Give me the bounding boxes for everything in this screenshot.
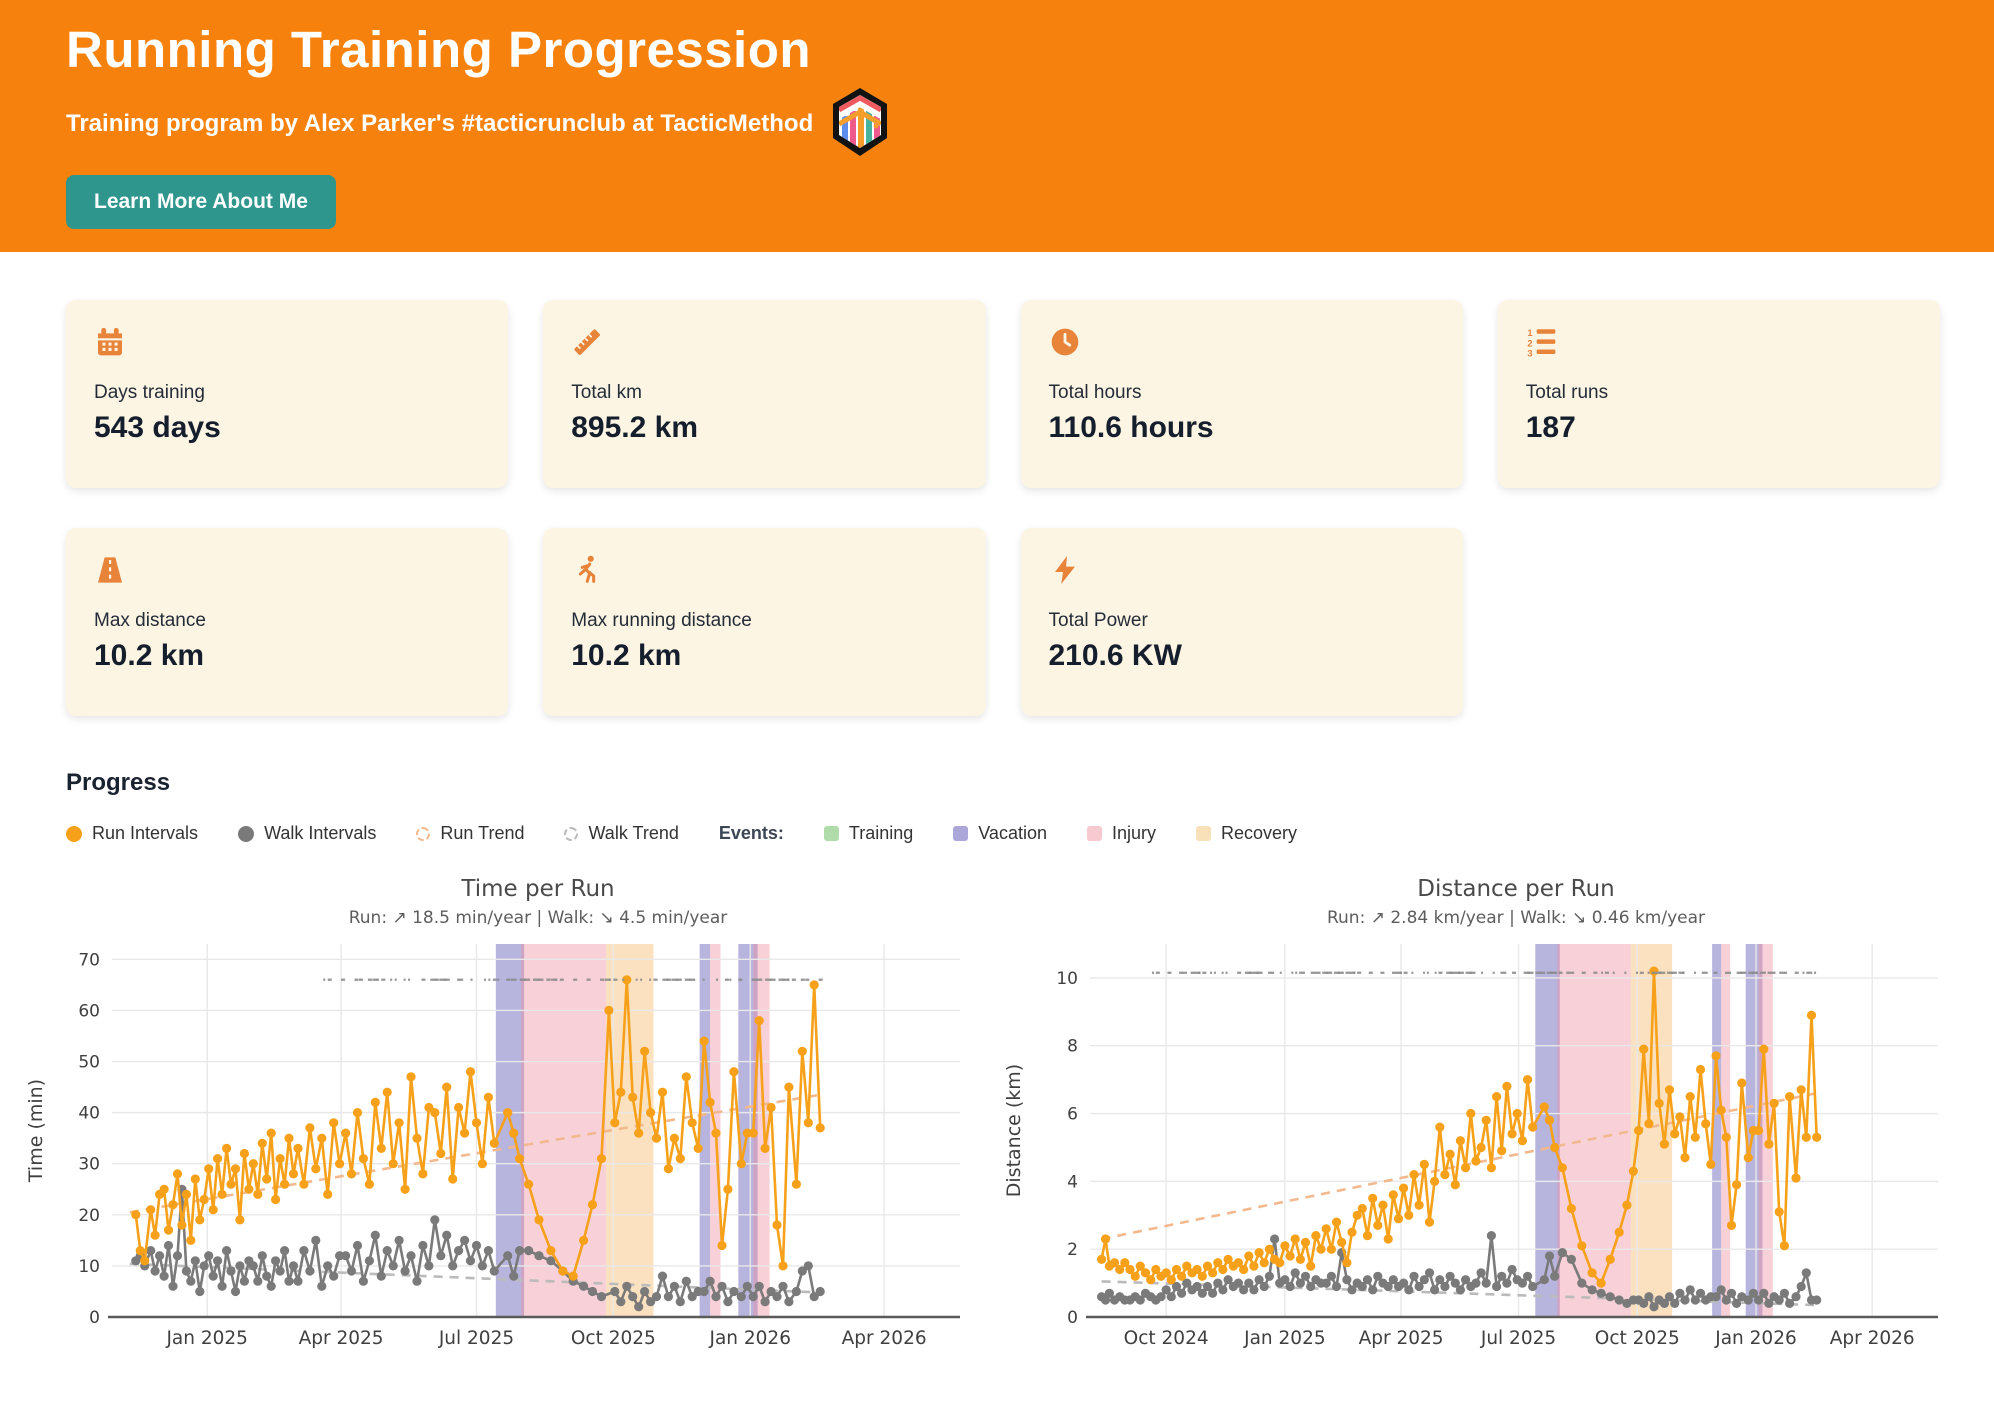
time-per-run-chart: Time per Run Run: ↗ 18.5 min/year | Walk… [16,876,976,1372]
stat-label: Days training [94,382,205,403]
stat-label: Max running distance [571,610,752,631]
stat-card-days-training: Days training 543 days [66,300,509,488]
chart-subtitle: Run: ↗ 18.5 min/year | Walk: ↘ 4.5 min/y… [348,908,728,928]
svg-text:Apr 2025: Apr 2025 [299,1328,384,1349]
svg-text:1: 1 [1527,328,1532,338]
stat-value: 10.2 km [94,639,205,672]
training-swatch-icon [823,826,839,841]
calendar-icon [94,326,480,358]
chart-subtitle: Run: ↗ 2.84 km/year | Walk: ↘ 0.46 km/ye… [1326,908,1706,928]
stat-card-total-power: Total Power 210.6 KW [1020,528,1463,716]
clock-icon [1049,326,1435,358]
progress-heading: Progress [66,769,171,796]
ruler-icon [571,326,957,358]
runner-icon [571,554,957,586]
stat-value: 187 [1525,411,1576,444]
stat-card-total-km: Total km 895.2 km [543,300,986,488]
stat-card-max-distance: Max distance 10.2 km [66,528,509,716]
legend-run-trend[interactable]: Run Trend [416,823,524,844]
run-trend-swatch-icon [416,826,431,841]
svg-text:Jan 2026: Jan 2026 [708,1328,790,1349]
svg-text:60: 60 [78,1001,100,1021]
svg-text:70: 70 [78,950,100,970]
svg-text:Oct 2025: Oct 2025 [1595,1328,1680,1349]
svg-text:Apr 2026: Apr 2026 [1830,1328,1915,1349]
stat-label: Total runs [1525,382,1609,403]
svg-text:Time (min): Time (min) [25,1079,47,1183]
svg-text:10: 10 [78,1257,100,1277]
walk-intervals-swatch-icon [238,825,255,842]
page-title: Running Training Progression [66,21,812,78]
svg-text:2: 2 [1527,338,1532,348]
stat-label: Total km [571,382,642,403]
injury-swatch-icon [1086,826,1102,841]
recovery-swatch-icon [1196,826,1211,841]
stat-label: Total Power [1048,610,1148,631]
distance-per-run-plot[interactable]: 0 2 4 6 8 10 Oct 2024 Jan 2025 Apr 2025 Jul 2025 O… [994,932,1954,1372]
stat-card-max-running-distance: Max running distance 10.2 km [543,528,986,716]
stats-grid: Days training 543 days Total km 895.2 km… [66,300,1940,716]
bolt-icon [1049,554,1435,586]
legend-vacation[interactable]: Vacation [953,823,1047,844]
svg-text:Jan 2025: Jan 2025 [1243,1328,1325,1349]
chart-legend: Run Intervals Walk Intervals Run Trend W… [66,823,1994,844]
svg-text:40: 40 [78,1104,100,1124]
svg-text:0: 0 [89,1308,100,1328]
stat-value: 10.2 km [571,639,682,672]
run-intervals-swatch-icon [66,825,82,842]
chart-title: Time per Run [461,876,615,902]
legend-walk-trend[interactable]: Walk Trend [564,823,679,844]
stat-label: Total hours [1048,382,1142,403]
stat-value: 543 days [94,411,221,444]
legend-recovery[interactable]: Recovery [1196,823,1297,844]
stat-value: 895.2 km [571,411,699,444]
page-subtitle: Training program by Alex Parker's #tacti… [66,110,814,137]
svg-text:Jan 2025: Jan 2025 [165,1328,247,1349]
events-label: Events: [718,823,784,843]
svg-text:4: 4 [1067,1172,1078,1192]
time-per-run-plot[interactable]: 0 10 20 30 40 50 60 70 Jan 2025 Apr 2025 Jul 2025 O… [16,932,976,1372]
numbered-list-icon: 1 2 3 [1526,326,1912,358]
page-header: Running Training Progression Training pr… [0,0,1994,252]
stat-value: 110.6 hours [1048,411,1214,444]
svg-text:Oct 2025: Oct 2025 [571,1328,656,1349]
vacation-swatch-icon [953,826,969,841]
svg-text:Apr 2025: Apr 2025 [1359,1328,1444,1349]
stat-card-total-runs: 1 2 3 Total runs 187 [1497,300,1940,488]
svg-text:2: 2 [1067,1240,1078,1260]
svg-text:Jul 2025: Jul 2025 [438,1328,514,1349]
road-icon [94,554,480,586]
learn-more-button[interactable]: Learn More About Me [66,175,336,229]
legend-training[interactable]: Training [823,823,913,844]
legend-injury[interactable]: Injury [1086,823,1156,844]
stat-value: 210.6 KW [1048,639,1182,672]
svg-text:Jan 2026: Jan 2026 [1714,1328,1796,1349]
svg-text:Jul 2025: Jul 2025 [1480,1328,1556,1349]
svg-text:Distance (km): Distance (km) [1003,1064,1025,1197]
svg-text:30: 30 [78,1155,100,1175]
svg-text:6: 6 [1067,1105,1078,1125]
svg-text:3: 3 [1527,348,1532,358]
legend-run-intervals[interactable]: Run Intervals [66,823,198,844]
svg-text:10: 10 [1056,969,1078,989]
tacticmethod-logo-icon [829,86,891,163]
stat-card-total-hours: Total hours 110.6 hours [1020,300,1463,488]
walk-trend-swatch-icon [564,826,579,841]
svg-text:Oct 2024: Oct 2024 [1124,1328,1209,1349]
svg-text:8: 8 [1067,1037,1078,1057]
charts-row: Time per Run Run: ↗ 18.5 min/year | Walk… [0,876,1994,1372]
stat-label: Max distance [94,610,206,631]
legend-walk-intervals[interactable]: Walk Intervals [238,823,376,844]
distance-per-run-chart: Distance per Run Run: ↗ 2.84 km/year | W… [994,876,1954,1372]
svg-text:Apr 2026: Apr 2026 [842,1328,927,1349]
svg-text:0: 0 [1067,1308,1078,1328]
svg-text:20: 20 [78,1206,100,1226]
chart-title: Distance per Run [1417,876,1615,902]
svg-text:50: 50 [78,1053,100,1073]
